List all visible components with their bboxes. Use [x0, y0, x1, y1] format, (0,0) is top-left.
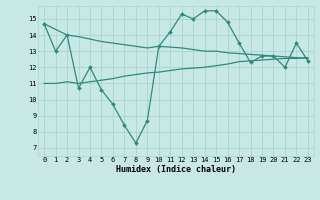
X-axis label: Humidex (Indice chaleur): Humidex (Indice chaleur)	[116, 165, 236, 174]
